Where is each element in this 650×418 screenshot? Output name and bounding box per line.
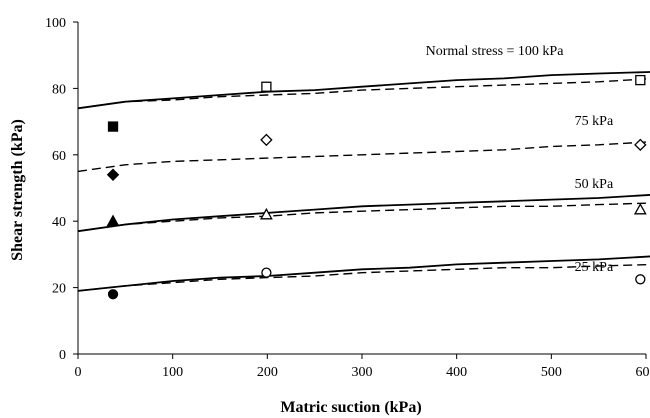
curve-dashed-25-kpa bbox=[77, 263, 650, 292]
marker-square-open bbox=[635, 74, 646, 86]
marker-circle-open bbox=[261, 267, 272, 278]
x-axis-title: Matric suction (kPa) bbox=[280, 399, 421, 416]
marker-triangle-filled bbox=[106, 214, 120, 227]
marker-diamond-open bbox=[634, 138, 647, 152]
curve-dashed-75-kpa bbox=[77, 141, 650, 173]
stress-label: 25 kPa bbox=[575, 260, 614, 275]
marker-circle-filled bbox=[107, 289, 119, 300]
x-tick-label: 0 bbox=[75, 365, 82, 380]
marker-square-open bbox=[261, 81, 272, 92]
curve-dashed-50-kpa bbox=[77, 202, 650, 232]
curve-solid-25-kpa bbox=[77, 255, 650, 292]
y-tick-label: 60 bbox=[52, 149, 66, 164]
y-tick-label: 80 bbox=[52, 82, 66, 97]
y-tick-label: 0 bbox=[59, 348, 66, 363]
x-tick-label: 100 bbox=[162, 365, 183, 380]
axes bbox=[73, 21, 647, 359]
y-tick-label: 100 bbox=[45, 16, 66, 31]
x-tick-label: 600 bbox=[636, 365, 650, 380]
fitted-curves bbox=[77, 71, 650, 292]
stress-label: Normal stress = 100 kPa bbox=[426, 44, 565, 59]
x-tick-label: 500 bbox=[541, 365, 562, 380]
marker-square-filled bbox=[107, 121, 119, 132]
y-tick-label: 20 bbox=[52, 282, 66, 297]
marker-triangle-open bbox=[259, 207, 273, 220]
y-tick-label: 40 bbox=[52, 215, 66, 230]
data-points bbox=[106, 74, 647, 300]
tick-labels: 0 100 200 300 400 500 600 0 20 40 60 80 100 bbox=[45, 16, 650, 380]
marker-triangle-open bbox=[633, 202, 647, 215]
curve-solid-100-kpa bbox=[77, 71, 650, 110]
curve-dashed-100-kpa bbox=[77, 78, 650, 109]
y-axis-title: Shear strength (kPa) bbox=[9, 119, 26, 261]
stress-label: 50 kPa bbox=[575, 177, 614, 192]
marker-diamond-filled bbox=[106, 168, 120, 181]
marker-diamond-open bbox=[260, 133, 273, 147]
x-tick-label: 200 bbox=[257, 365, 278, 380]
marker-circle-open bbox=[635, 274, 646, 285]
annotations: Normal stress = 100 kPa 75 kPa 50 kPa 25 kP… bbox=[426, 44, 614, 275]
stress-label: 75 kPa bbox=[575, 114, 614, 129]
x-tick-label: 400 bbox=[446, 365, 467, 380]
x-tick-label: 300 bbox=[352, 365, 373, 380]
curve-solid-50-kpa bbox=[77, 194, 650, 233]
